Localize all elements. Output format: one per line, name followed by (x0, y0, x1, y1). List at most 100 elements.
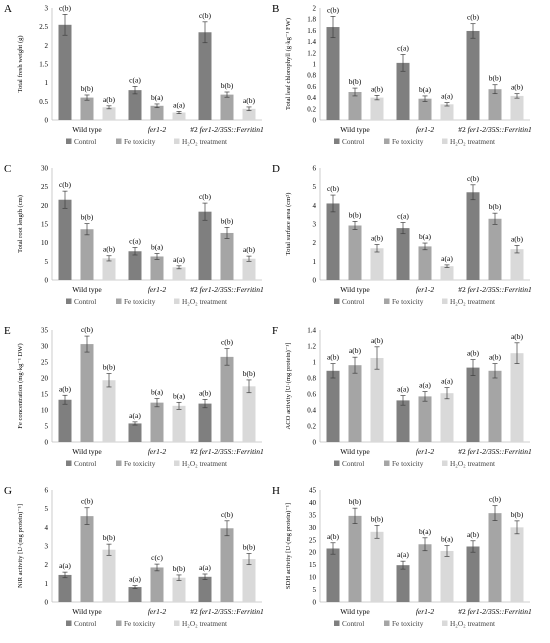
data-label: a(b) (327, 532, 340, 541)
panel-letter: F (272, 325, 278, 337)
data-label: b(b) (243, 369, 256, 378)
y-tick-label: 35 (309, 511, 317, 519)
chart-panel-g: G NiR activity [U·(mg protein)⁻¹] 0 1 2 3 4 5 6 a… (4, 485, 264, 628)
data-label: a(b) (489, 353, 502, 362)
x-tick-label: Wild type (340, 285, 370, 294)
legend-swatch (384, 138, 390, 144)
y-tick-label: 0.4 (307, 94, 316, 102)
bar (242, 108, 256, 120)
bar (198, 403, 212, 442)
bar (128, 90, 142, 120)
x-tick-label: #2 fer1-2/35S::Ferritin1 (190, 125, 264, 134)
y-tick-label: 25 (309, 536, 317, 544)
data-label: a(b) (511, 83, 524, 92)
data-label: b(a) (151, 242, 164, 251)
data-label: b(b) (221, 216, 234, 225)
y-axis-label: Total surface area (cm²) (285, 193, 292, 256)
bar (326, 370, 340, 442)
x-tick-label: #2 fer1-2/35S::Ferritin1 (458, 607, 532, 616)
panel-letter: A (4, 3, 12, 15)
y-tick-label: 1.2 (307, 343, 316, 351)
y-tick-label: 30 (41, 165, 49, 173)
chart-panel-a: A Total fresh weight (g) 0 0.5 1 1.5 2 2.5 3 c(b)… (4, 3, 264, 146)
y-tick-label: 5 (45, 505, 49, 513)
bar (58, 574, 72, 602)
data-label: a(b) (327, 353, 340, 362)
legend-swatch (116, 138, 122, 144)
bar (80, 344, 94, 442)
chart-panel-b: B Total leaf chlorophyll (g·kg⁻¹ FW) 0 0.2 0… (272, 3, 532, 146)
legend-label: Control (74, 137, 96, 146)
legend-label: Control (342, 137, 364, 146)
data-label: a(a) (199, 563, 211, 572)
bar (348, 515, 362, 602)
data-label: b(b) (221, 81, 234, 90)
data-label: b(a) (151, 387, 164, 396)
data-label: c(b) (467, 174, 480, 183)
bar (510, 353, 524, 442)
x-tick-label: fer1-2 (148, 447, 167, 456)
bar (418, 544, 432, 602)
y-tick-label: 2 (45, 561, 49, 569)
data-label: c(b) (221, 510, 234, 519)
y-tick-label: 45 (309, 487, 317, 495)
y-tick-label: 6 (45, 487, 49, 495)
legend-swatch (384, 298, 390, 304)
bar (242, 559, 256, 602)
bar (488, 218, 502, 280)
legend-label: H₂O₂ treatment (450, 137, 495, 146)
data-label: b(b) (511, 510, 524, 519)
bar (150, 567, 164, 602)
data-label: b(b) (173, 564, 186, 573)
y-tick-label: 10 (309, 574, 317, 582)
bar (220, 232, 234, 280)
legend-label: Fe toxicity (392, 459, 424, 468)
y-tick-label: 1 (45, 580, 49, 588)
bar (102, 107, 116, 120)
bar (466, 367, 480, 442)
y-tick-label: 1.6 (307, 27, 316, 35)
x-tick-label: Wild type (72, 125, 102, 134)
legend-swatch (174, 138, 180, 144)
legend-label: H₂O₂ treatment (450, 459, 495, 468)
y-tick-label: 0.8 (307, 72, 316, 80)
y-tick-label: 15 (41, 391, 49, 399)
data-label: c(a) (129, 75, 141, 84)
chart-panel-d: D Total surface area (cm²) 0 1 2 3 4 5 6 c(b) b(b)… (272, 163, 532, 306)
data-label: a(b) (243, 96, 256, 105)
bar (242, 258, 256, 280)
y-tick-label: 20 (41, 202, 49, 210)
bar (80, 97, 94, 120)
legend-label: H₂O₂ treatment (182, 297, 227, 306)
y-axis-label: ACO activity [U·(mg protein)⁻¹] (285, 343, 292, 430)
bar (348, 92, 362, 120)
x-tick-label: fer1-2 (148, 125, 167, 134)
data-label: c(b) (81, 325, 94, 334)
bar (440, 550, 454, 602)
y-tick-label: 30 (309, 524, 317, 532)
y-tick-label: 10 (41, 239, 49, 247)
legend-label: H₂O₂ treatment (450, 619, 495, 628)
legend-swatch (174, 620, 180, 626)
legend-label: Control (342, 459, 364, 468)
data-label: a(a) (129, 411, 141, 420)
data-label: a(b) (199, 388, 212, 397)
y-tick-label: 1.4 (307, 38, 316, 46)
x-tick-label: Wild type (340, 607, 370, 616)
y-tick-label: 5 (45, 258, 49, 266)
legend-label: Fe toxicity (124, 137, 156, 146)
legend-label: H₂O₂ treatment (182, 459, 227, 468)
y-tick-label: 1.5 (39, 61, 48, 69)
legend-label: Control (74, 619, 96, 628)
data-label: a(a) (397, 385, 409, 394)
data-label: b(b) (103, 363, 116, 372)
legend-swatch (174, 460, 180, 466)
bar (150, 105, 164, 120)
bar (128, 587, 142, 602)
y-tick-label: 10 (41, 407, 49, 415)
y-tick-label: 2 (313, 239, 317, 247)
y-tick-label: 15 (309, 561, 317, 569)
y-tick-label: 0.8 (307, 375, 316, 383)
legend-label: Control (74, 297, 96, 306)
bar (220, 94, 234, 120)
